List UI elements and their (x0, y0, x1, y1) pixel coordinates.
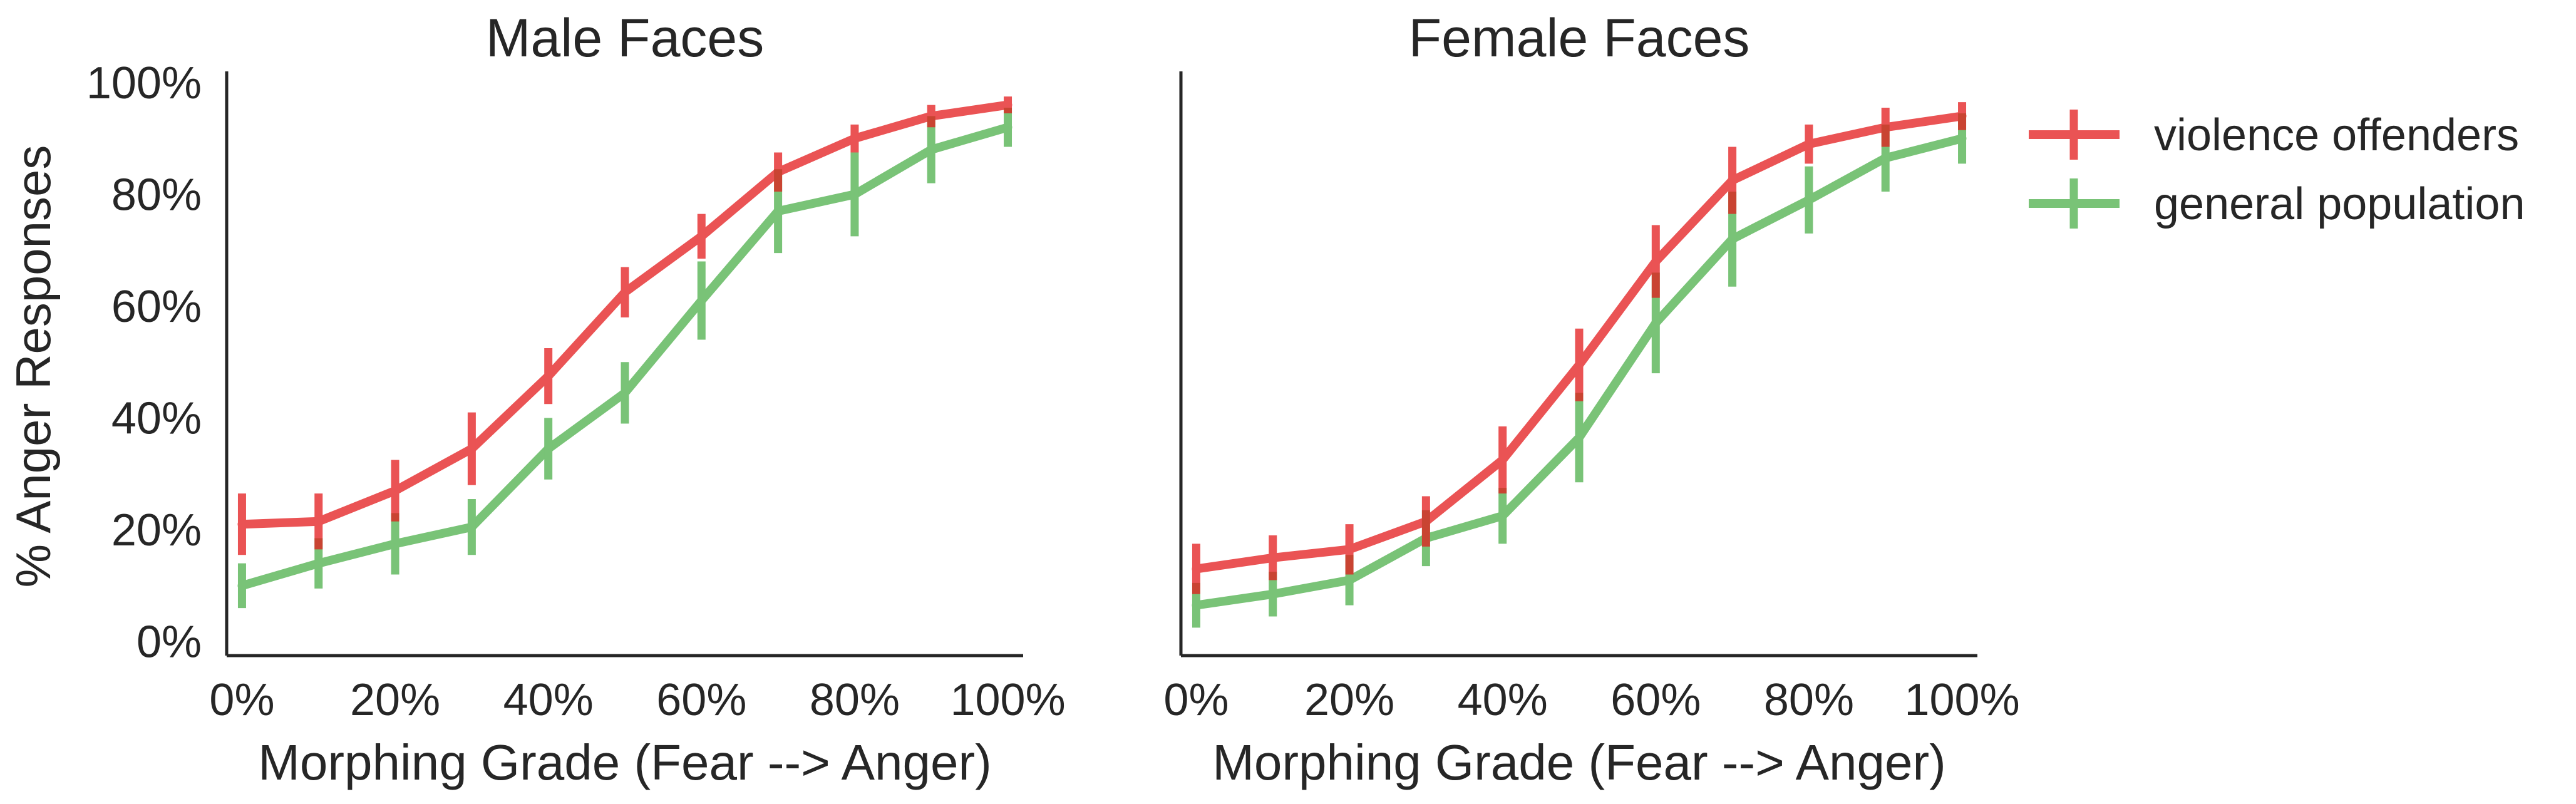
data-point-general-population (1961, 138, 1963, 140)
x-tick-label: 20% (350, 675, 440, 725)
data-point-general-population (1272, 593, 1274, 595)
data-point-general-population (1195, 604, 1197, 606)
data-point-violence-offenders (853, 138, 855, 140)
data-point-violence-offenders (394, 490, 396, 492)
data-point-violence-offenders (624, 291, 626, 293)
chart-title: Female Faces (1409, 8, 1750, 68)
legend-item-general-population (2029, 178, 2120, 229)
data-point-violence-offenders (547, 375, 549, 377)
data-point-violence-offenders (1885, 126, 1887, 128)
legend-item-violence-offenders (2029, 110, 2120, 160)
data-point-general-population (777, 210, 779, 212)
y-tick-label: 20% (111, 505, 202, 555)
x-axis-label: Morphing Grade (Fear --> Anger) (1212, 734, 1946, 790)
series-violence-offenders (237, 96, 1012, 555)
data-point-general-population (471, 526, 473, 528)
series-violence-offenders (1192, 102, 1967, 594)
x-tick-label: 80% (1764, 675, 1854, 725)
series-line-general-population (237, 123, 1012, 590)
data-point-general-population (1885, 157, 1887, 159)
x-tick-label: 20% (1304, 675, 1394, 725)
y-axis-label: % Anger Responses (6, 145, 61, 588)
data-point-general-population (241, 585, 243, 587)
data-point-general-population (1007, 126, 1009, 128)
data-point-general-population (547, 448, 549, 450)
data-point-general-population (853, 193, 855, 195)
x-axis-label: Morphing Grade (Fear --> Anger) (258, 734, 992, 790)
data-point-general-population (1808, 199, 1810, 201)
panel-male-faces: Male Faces 0% 20% 40% 60% 80% 100% 0% 20% 40% 60% 8… (86, 8, 1066, 790)
data-point-general-population (1502, 515, 1503, 517)
data-point-general-population (701, 300, 703, 302)
legend-label: violence offenders (2154, 110, 2519, 160)
data-point-violence-offenders (1579, 364, 1580, 366)
data-point-general-population (1349, 579, 1351, 581)
x-tick-label: 100% (1904, 675, 2019, 725)
x-tick-label: 60% (1610, 675, 1701, 725)
data-point-violence-offenders (471, 448, 473, 450)
legend: violence offenders general population (2029, 110, 2525, 229)
data-point-general-population (317, 562, 319, 564)
data-point-general-population (1655, 322, 1657, 324)
data-point-violence-offenders (930, 115, 932, 117)
data-point-violence-offenders (701, 235, 703, 237)
data-point-violence-offenders (1502, 459, 1503, 461)
x-tick-label: 60% (656, 675, 746, 725)
data-point-general-population (624, 392, 626, 394)
data-point-violence-offenders (317, 520, 319, 522)
x-tick-label: 40% (1458, 675, 1548, 725)
data-point-violence-offenders (241, 523, 243, 525)
x-tick-label: 100% (950, 675, 1065, 725)
y-tick-label: 40% (111, 394, 202, 444)
data-point-violence-offenders (1195, 568, 1197, 570)
y-tick-label: 80% (111, 170, 202, 220)
data-point-general-population (394, 543, 396, 545)
data-point-violence-offenders (1425, 520, 1427, 522)
data-point-violence-offenders (1655, 260, 1657, 262)
data-point-violence-offenders (1007, 104, 1009, 106)
y-tick-label: 100% (86, 58, 202, 108)
data-point-violence-offenders (1272, 557, 1274, 559)
data-point-general-population (1731, 238, 1733, 240)
data-point-violence-offenders (1808, 143, 1810, 145)
data-point-general-population (1579, 436, 1580, 438)
panel-female-faces: Female Faces 0% 20% 40% 60% 80% 100% Morphing G… (1163, 8, 2019, 790)
x-tick-label: 0% (209, 675, 274, 725)
data-point-violence-offenders (1731, 180, 1733, 182)
y-tick-label: 60% (111, 282, 202, 332)
data-point-violence-offenders (777, 171, 779, 173)
data-point-violence-offenders (1961, 115, 1963, 117)
x-tick-label: 80% (810, 675, 900, 725)
chart-title: Male Faces (486, 8, 765, 68)
x-tick-label: 40% (503, 675, 594, 725)
data-point-violence-offenders (1349, 549, 1351, 550)
data-point-general-population (930, 148, 932, 150)
series-general-population (237, 108, 1012, 609)
legend-label: general population (2154, 179, 2525, 229)
y-tick-label: 0% (137, 617, 202, 667)
x-tick-label: 0% (1163, 675, 1229, 725)
